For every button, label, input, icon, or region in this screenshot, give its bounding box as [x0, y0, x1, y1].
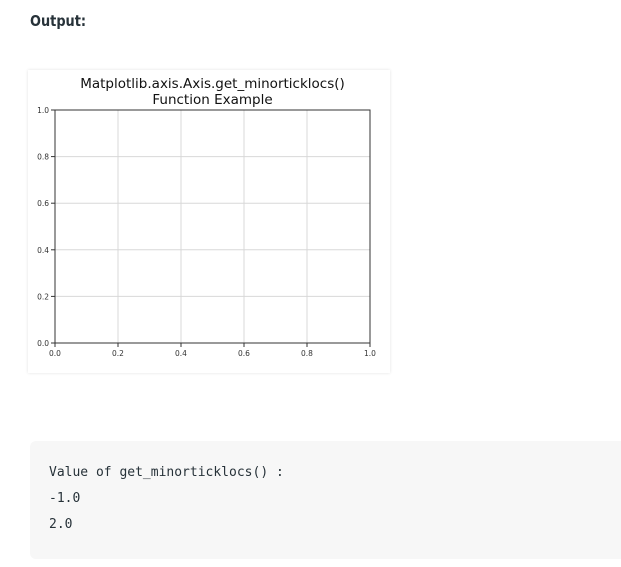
output-heading: Output: [30, 12, 87, 30]
y-tick-label: 0.6 [37, 199, 49, 208]
y-tick-label: 0.0 [37, 339, 49, 348]
y-tick-label: 0.2 [37, 292, 49, 301]
console-line-value-1: -1.0 [49, 491, 81, 506]
x-tick-label: 1.0 [364, 349, 376, 358]
console-line-header: Value of get_minorticklocs() : [49, 465, 284, 480]
chart-title-line: Function Example [152, 92, 272, 108]
y-tick-label: 0.4 [37, 246, 49, 255]
x-tick-label: 0.4 [175, 349, 187, 358]
y-tick-label: 0.8 [37, 153, 49, 162]
chart-title-line: Matplotlib.axis.Axis.get_minorticklocs() [80, 76, 345, 92]
y-tick-label: 1.0 [37, 106, 49, 115]
console-output: Value of get_minorticklocs() : -1.0 2.0 [30, 441, 621, 559]
x-tick-label: 0.8 [301, 349, 313, 358]
plot-svg: Matplotlib.axis.Axis.get_minorticklocs()… [37, 76, 376, 358]
x-tick-label: 0.0 [49, 349, 61, 358]
x-tick-label: 0.6 [238, 349, 250, 358]
x-tick-label: 0.2 [112, 349, 124, 358]
console-line-value-2: 2.0 [49, 517, 73, 532]
plot-figure: Matplotlib.axis.Axis.get_minorticklocs()… [28, 70, 390, 373]
plot-frame [54, 109, 371, 344]
